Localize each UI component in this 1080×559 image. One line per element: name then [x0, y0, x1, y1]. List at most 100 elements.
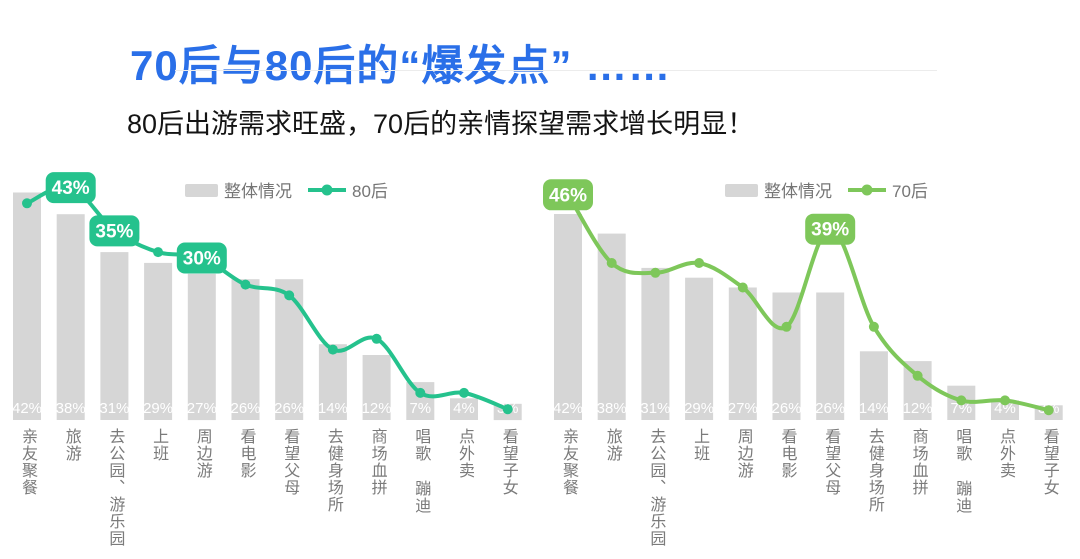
line-point — [1000, 395, 1010, 406]
callout-label-box — [543, 179, 593, 211]
line-point — [327, 344, 338, 355]
line-point — [459, 387, 469, 398]
category-label: 看望父母 — [822, 428, 840, 496]
bar-value-label: 31% — [99, 400, 129, 417]
bar-value-label: 31% — [640, 400, 670, 417]
callout-label-text: 35% — [95, 221, 133, 242]
category-label: 周边游 — [193, 428, 211, 479]
line-point — [371, 333, 382, 344]
line-point — [694, 258, 705, 268]
callout-label-box — [45, 172, 96, 204]
category-label: 商场血拼 — [909, 428, 927, 496]
bar — [362, 355, 391, 420]
chart-70hou-plot: 42%38%31%29%27%26%26%14%12%7%4%3%46%39%整… — [543, 179, 1063, 420]
line-point — [868, 321, 879, 332]
line-point — [956, 395, 967, 406]
bar-value-label: 27% — [187, 400, 217, 417]
chart-70hou-category-axis: 亲友聚餐 旅游 去公园、游乐园 上班 周边游 看电影 看望父母 去健身场所 商场血拼 唱歌 蹦迪 点… — [540, 426, 1080, 559]
category-label: 上班 — [691, 428, 709, 462]
line-point — [502, 404, 513, 415]
bar — [144, 262, 173, 420]
page-title: 70后与80后的“爆发点” …… — [130, 42, 672, 90]
line-point — [737, 282, 748, 293]
bar-value-label: 4% — [453, 400, 475, 417]
category-label: 看望子女 — [1040, 428, 1058, 496]
bar — [13, 192, 41, 420]
callout-label-text: 43% — [52, 178, 90, 199]
category-label: 去健身场所 — [324, 428, 342, 513]
line-point — [284, 290, 295, 301]
bar — [318, 344, 347, 420]
category-label: 旅游 — [603, 428, 621, 462]
page-subtitle: 80后出游需求旺盛，70后的亲情探望需求增长明显！ — [127, 109, 755, 140]
category-label: 去公园、游乐园 — [106, 428, 124, 547]
bar — [450, 398, 478, 420]
bar — [991, 400, 1019, 420]
bar-value-label: 29% — [143, 400, 173, 417]
bar-value-label: 14% — [859, 400, 889, 417]
line-point — [240, 279, 251, 290]
callout-label-box — [805, 213, 856, 245]
bar-value-label: 26% — [274, 400, 304, 417]
bar — [56, 214, 85, 420]
bar — [231, 279, 260, 420]
bar — [859, 351, 888, 420]
category-label: 点外卖 — [997, 428, 1014, 479]
bar-value-label: 4% — [994, 400, 1016, 417]
bar-value-label: 7% — [950, 400, 972, 417]
legend-label-overall: 整体情况 — [764, 182, 832, 201]
chart-80hou: 42%38%31%29%27%26%26%14%12%7%4%3%43%35%3… — [0, 160, 540, 559]
category-label: 去健身场所 — [865, 428, 883, 513]
line-point — [650, 267, 661, 278]
category-label: 上班 — [150, 428, 168, 462]
callout-label-box — [89, 215, 140, 247]
bar-value-label: 26% — [815, 400, 845, 417]
category-label: 看望子女 — [499, 428, 517, 496]
line-point — [606, 258, 617, 268]
bar-value-label: 26% — [230, 400, 260, 417]
category-label: 看电影 — [778, 428, 796, 479]
chart-80hou-category-axis: 亲友聚餐 旅游 去公园、游乐园 上班 周边游 看电影 看望父母 去健身场所 商场血拼 唱歌 蹦迪 点… — [0, 426, 540, 559]
legend-label-series: 70后 — [892, 182, 928, 201]
bar-value-label: 26% — [771, 400, 801, 417]
chart-80hou-plot: 42%38%31%29%27%26%26%14%12%7%4%3%43%35%3… — [12, 172, 522, 421]
legend-line-dot — [861, 184, 873, 196]
bar-value-label: 12% — [362, 400, 392, 417]
category-label: 看望父母 — [281, 428, 299, 496]
legend-label-series: 80后 — [352, 182, 388, 201]
bar-value-label: 27% — [728, 400, 758, 417]
category-label: 亲友聚餐 — [560, 428, 577, 496]
callout-label-box — [176, 242, 227, 274]
category-label: 看电影 — [237, 428, 255, 479]
line-point — [1043, 405, 1054, 416]
bar — [554, 214, 582, 420]
bar-value-label: 7% — [409, 400, 431, 417]
legend-bar-swatch — [725, 184, 758, 197]
category-label: 亲友聚餐 — [19, 428, 36, 496]
category-label: 旅游 — [62, 428, 80, 462]
bar-value-label: 42% — [12, 400, 42, 417]
line-point — [415, 387, 426, 398]
bar-value-label: 42% — [553, 400, 583, 417]
bar — [100, 252, 129, 420]
callout-label-text: 46% — [549, 185, 587, 206]
bar-value-label: 12% — [903, 400, 933, 417]
bar-value-label: 14% — [318, 400, 348, 417]
legend-line-dot — [321, 184, 333, 196]
category-label: 去公园、游乐园 — [647, 428, 665, 547]
bar — [641, 267, 670, 420]
line-point — [912, 370, 923, 381]
line-point — [22, 198, 32, 209]
bar — [187, 273, 216, 421]
category-label: 唱歌 蹦迪 — [412, 428, 430, 514]
category-label: 周边游 — [734, 428, 752, 479]
legend-label-overall: 整体情况 — [224, 182, 292, 201]
category-label: 点外卖 — [456, 428, 473, 479]
bar-value-label: 38% — [597, 400, 627, 417]
chart-70hou: 42%38%31%29%27%26%26%14%12%7%4%3%46%39%整… — [540, 160, 1080, 559]
bar — [685, 277, 714, 420]
callout-label-text: 39% — [811, 220, 849, 241]
line-point — [781, 321, 792, 332]
bar-value-label: 29% — [684, 400, 714, 417]
bar — [728, 287, 757, 420]
